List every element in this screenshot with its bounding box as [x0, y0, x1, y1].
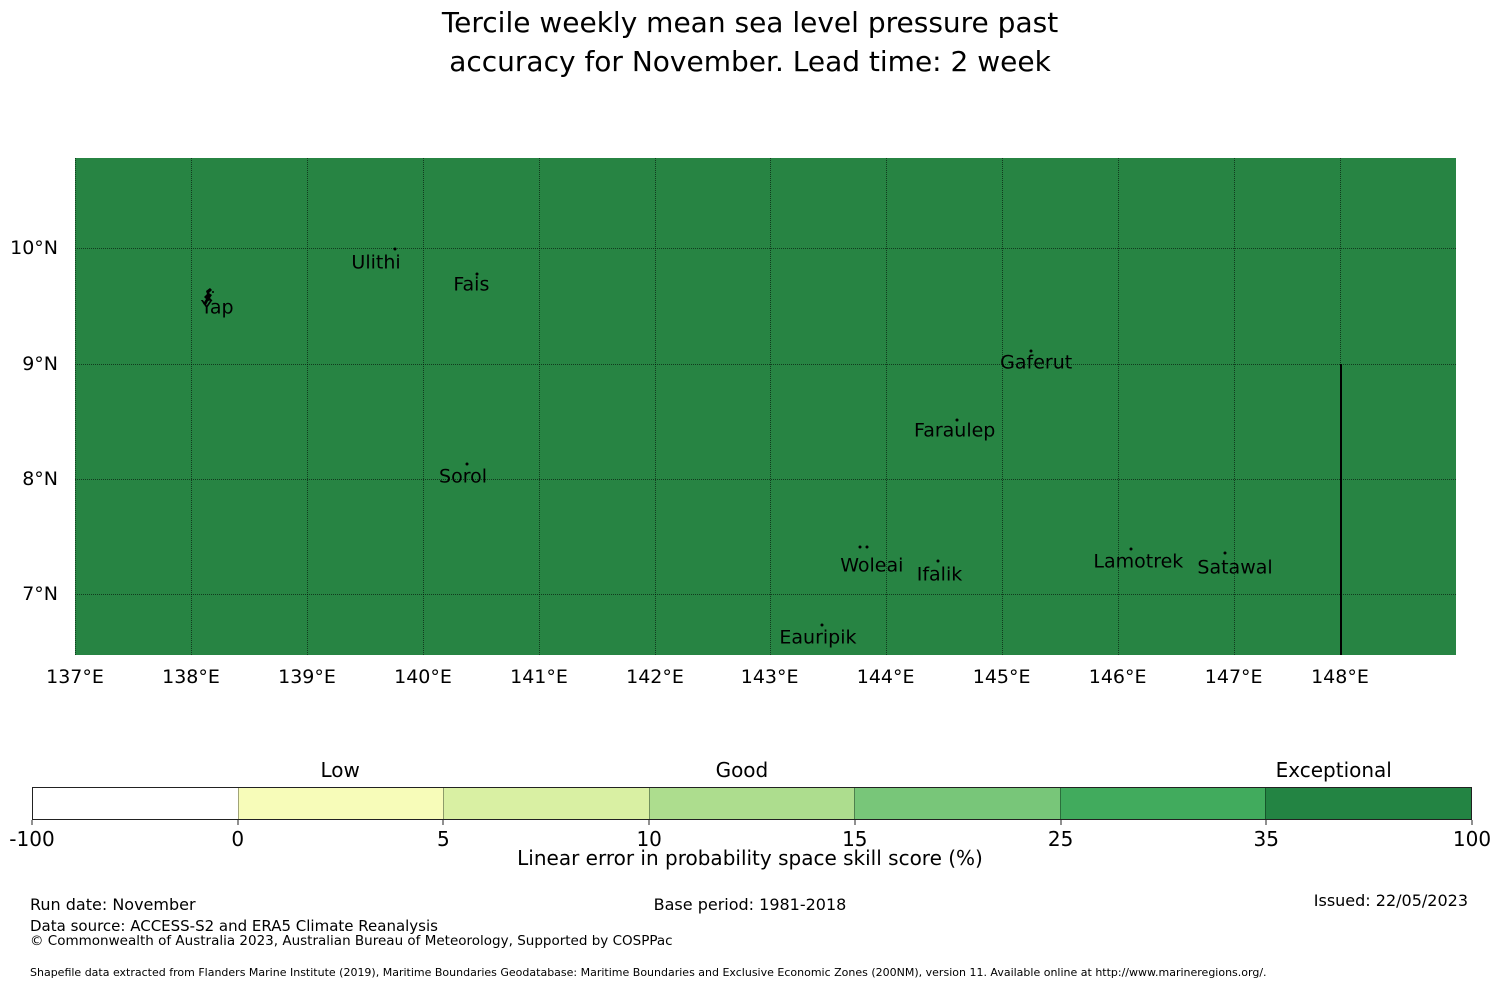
island-label-gaferut: Gaferut — [1000, 351, 1073, 374]
colorbar-tickmark — [31, 820, 33, 825]
y-tick-label: 10°N — [10, 236, 58, 259]
x-tick-label: 148°E — [1311, 666, 1369, 688]
x-tick-label: 141°E — [510, 666, 568, 688]
island-dot-sorol — [465, 462, 469, 466]
island-shape-yap — [200, 286, 216, 310]
colorbar-tickmark — [1060, 820, 1062, 825]
colorbar-band-label-good: Good — [715, 758, 769, 782]
colorbar-segment-1 — [237, 788, 444, 819]
island-label-ifalik: Ifalik — [916, 563, 963, 586]
island-dot-faraulep — [955, 418, 959, 422]
island-dot-ulithi — [393, 247, 397, 251]
x-tick-label: 147°E — [1204, 666, 1263, 688]
x-tick-label: 139°E — [278, 666, 336, 688]
colorbar-tick-label: 5 — [437, 827, 450, 851]
x-tick-label: 144°E — [856, 666, 915, 688]
colorbar-tickmark — [1265, 820, 1267, 825]
island-label-eauripik: Eauripik — [779, 626, 857, 649]
longitude-gridline — [75, 158, 76, 655]
x-tick-label: 142°E — [626, 666, 684, 688]
colorbar-tick-label: 35 — [1253, 827, 1279, 851]
colorbar-tick-label: 15 — [842, 827, 868, 851]
eez-boundary-line — [1339, 363, 1342, 655]
island-dot-gaferut — [1029, 349, 1033, 353]
run-date-text: Run date: November — [30, 895, 196, 914]
colorbar-tick-label: 10 — [636, 827, 662, 851]
colorbar-tick-label: 100 — [1452, 827, 1492, 851]
colorbar-segment-0 — [33, 788, 238, 819]
base-period-text: Base period: 1981-2018 — [653, 895, 847, 914]
island-outline-icon — [202, 288, 214, 306]
longitude-gridline — [191, 158, 192, 655]
colorbar-tickmark — [237, 820, 239, 825]
longitude-gridline — [1001, 158, 1003, 655]
colorbar-segment-4 — [854, 788, 1060, 819]
colorbar-band-label-exceptional: Exceptional — [1275, 758, 1392, 782]
colorbar-segment-3 — [648, 788, 855, 819]
island-dot-woleai — [865, 545, 869, 549]
x-tick-label: 145°E — [972, 666, 1031, 688]
colorbar-ticks: -100 0 5 10 15 25 35 100 — [9, 820, 1491, 854]
longitude-gridline — [1233, 158, 1235, 655]
colorbar-segment-6 — [1265, 788, 1472, 819]
island-dot-lamotrek — [1129, 547, 1133, 551]
longitude-gridline — [307, 158, 308, 655]
y-tick-label: 8°N — [22, 468, 58, 491]
colorbar-segment-2 — [443, 788, 649, 819]
island-dot-fais — [475, 272, 479, 276]
colorbar-tickmark — [648, 820, 650, 825]
longitude-gridline — [655, 158, 657, 655]
figure-title: Tercile weekly mean sea level pressure p… — [0, 3, 1500, 81]
x-tick-label: 140°E — [394, 666, 452, 688]
x-tick-label: 137°E — [46, 666, 104, 688]
colorbar-tickmark — [854, 820, 856, 825]
colorbar-band-labels: Low Good Exceptional — [32, 758, 1472, 786]
latitude-gridline — [75, 363, 1456, 365]
island-label-lamotrek: Lamotrek — [1093, 550, 1184, 573]
longitude-gridline — [539, 158, 541, 655]
longitude-gridline — [1117, 158, 1119, 655]
y-tick-label: 7°N — [22, 582, 58, 605]
colorbar-band-label-low: Low — [320, 758, 360, 782]
latitude-gridline — [75, 479, 1456, 481]
colorbar-axis-label: Linear error in probability space skill … — [517, 846, 983, 870]
island-dot-woleai — [858, 545, 862, 549]
longitude-gridline — [885, 158, 887, 655]
colorbar-tickmark — [1471, 820, 1473, 825]
x-tick-label: 138°E — [162, 666, 220, 688]
x-tick-label: 143°E — [740, 666, 799, 688]
colorbar-tick-label: 0 — [231, 827, 245, 851]
issued-date-text: Issued: 22/05/2023 — [1313, 891, 1468, 910]
colorbar-tick-label: -100 — [9, 827, 55, 851]
island-label-ulithi: Ulithi — [351, 251, 401, 274]
copyright-text: © Commonwealth of Australia 2023, Austra… — [30, 933, 673, 949]
latitude-gridline — [75, 593, 1456, 595]
colorbar-tick-label: 25 — [1047, 827, 1074, 851]
island-label-satawal: Satawal — [1197, 556, 1273, 579]
y-axis: 10°N 9°N 8°N 7°N — [0, 158, 66, 655]
figure-title-line2: accuracy for November. Lead time: 2 week — [449, 45, 1051, 78]
island-label-faraulep: Faraulep — [914, 419, 996, 442]
island-dot-ifalik — [936, 559, 940, 563]
figure-title-line1: Tercile weekly mean sea level pressure p… — [441, 6, 1059, 39]
y-tick-label: 9°N — [22, 352, 58, 375]
data-source-text: Data source: ACCESS-S2 and ERA5 Climate … — [30, 917, 438, 935]
island-label-fais: Fais — [453, 273, 490, 296]
latitude-gridline — [75, 247, 1456, 249]
longitude-gridline — [423, 158, 424, 655]
map-panel: Yap Ulithi Fais Sorol Gaferut Faraulep Woleai I… — [75, 158, 1456, 655]
colorbar-tickmark — [442, 820, 444, 825]
x-axis: 137°E 138°E 139°E 140°E 141°E 142°E 143°E 144°E… — [46, 660, 1456, 692]
shapefile-note-text: Shapefile data extracted from Flanders M… — [30, 966, 1267, 979]
island-label-woleai: Woleai — [840, 554, 904, 577]
colorbar — [32, 787, 1472, 820]
island-dot-satawal — [1223, 551, 1227, 555]
x-tick-label: 146°E — [1088, 666, 1147, 688]
island-label-sorol: Sorol — [439, 465, 488, 488]
longitude-gridline — [769, 158, 771, 655]
colorbar-segment-5 — [1059, 788, 1266, 819]
island-label-yap: Yap — [200, 296, 234, 319]
island-dot-eauripik — [820, 623, 824, 627]
